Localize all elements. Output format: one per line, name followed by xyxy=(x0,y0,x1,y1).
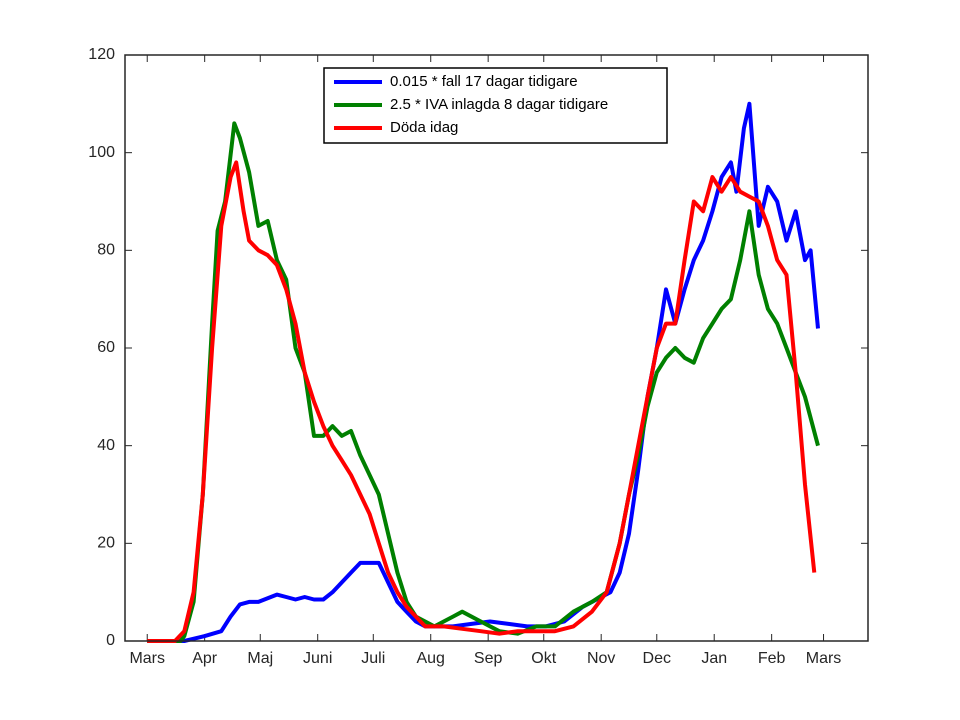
y-tick-label: 100 xyxy=(88,144,115,161)
y-tick-label: 20 xyxy=(97,535,115,552)
x-tick-label: Juli xyxy=(361,650,385,667)
x-tick-label: Aug xyxy=(416,650,444,667)
y-tick-label: 0 xyxy=(106,632,115,649)
x-tick-label: Nov xyxy=(587,650,615,667)
x-tick-label: Mars xyxy=(806,650,842,667)
x-tick-label: Maj xyxy=(247,650,273,667)
x-tick-label: Sep xyxy=(474,650,503,667)
legend-label: 2.5 * IVA inlagda 8 dagar tidigare xyxy=(390,96,608,113)
x-tick-label: Mars xyxy=(129,650,165,667)
y-tick-label: 80 xyxy=(97,242,115,259)
series-line xyxy=(147,160,817,643)
legend-label: 0.015 * fall 17 dagar tidigare xyxy=(390,73,578,90)
x-tick-label: Jan xyxy=(701,650,727,667)
x-tick-label: Okt xyxy=(531,650,556,667)
x-tick-label: Dec xyxy=(643,650,671,667)
x-tick-label: Juni xyxy=(303,650,332,667)
axes-box xyxy=(124,54,869,642)
series-line xyxy=(147,101,820,643)
y-tick-label: 60 xyxy=(97,339,115,356)
plot-area xyxy=(125,55,868,641)
y-tick-label: 120 xyxy=(88,46,115,63)
x-tick-label: Apr xyxy=(192,650,218,667)
y-tick-label: 40 xyxy=(97,437,115,454)
legend: 0.015 * fall 17 dagar tidigare 2.5 * IVA … xyxy=(323,67,668,144)
legend-label: Döda idag xyxy=(390,119,458,136)
series-line xyxy=(147,121,820,643)
x-tick-label: Feb xyxy=(758,650,786,667)
